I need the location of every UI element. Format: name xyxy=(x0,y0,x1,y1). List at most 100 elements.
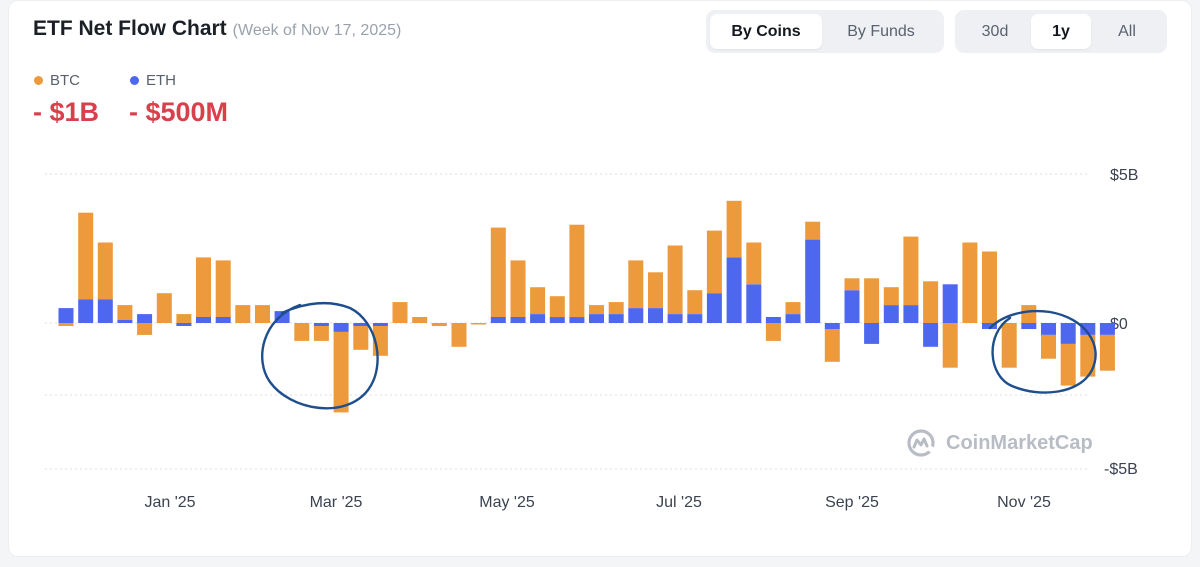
eth-bar xyxy=(117,320,133,323)
legend-btc[interactable]: BTC xyxy=(34,72,80,89)
eth-bar xyxy=(510,317,526,323)
eth-bar xyxy=(1080,323,1096,335)
btc-legend-dot xyxy=(34,76,43,85)
legend-eth[interactable]: ETH xyxy=(130,72,176,89)
eth-bar xyxy=(137,314,153,323)
eth-bar xyxy=(196,317,211,323)
title-row: ETF Net Flow Chart (Week of Nov 17, 2025… xyxy=(33,17,401,41)
chart-subtitle: (Week of Nov 17, 2025) xyxy=(232,22,402,39)
eth-bar xyxy=(490,317,506,323)
btc-bar xyxy=(706,230,722,294)
coinmarketcap-watermark: CoinMarketCap xyxy=(906,427,1093,459)
x-tick-label: Sep '25 xyxy=(825,494,879,511)
chart-title: ETF Net Flow Chart xyxy=(33,17,227,40)
eth-bar xyxy=(58,308,74,323)
by-funds-button[interactable]: By Funds xyxy=(847,22,915,40)
eth-bar xyxy=(353,323,369,326)
x-tick-label: Nov '25 xyxy=(997,494,1051,511)
btc-bar xyxy=(451,323,467,347)
btc-bar xyxy=(353,326,369,350)
eth-bar xyxy=(97,299,113,323)
btc-bar xyxy=(471,323,487,325)
eth-bar xyxy=(274,311,290,323)
watermark-text: CoinMarketCap xyxy=(946,431,1093,454)
btc-bar xyxy=(923,281,939,323)
btc-bar xyxy=(726,200,742,258)
y-tick-label: $5B xyxy=(1110,167,1138,184)
eth-bar xyxy=(746,284,762,323)
range-30d-button[interactable]: 30d xyxy=(981,22,1009,40)
eth-bar xyxy=(824,323,840,329)
eth-bar xyxy=(903,305,919,323)
eth-bar xyxy=(883,305,899,323)
btc-bar xyxy=(667,245,683,314)
btc-bar xyxy=(313,326,329,341)
range-all-button[interactable]: All xyxy=(1118,22,1136,40)
btc-bar xyxy=(785,302,801,314)
y-tick-label: -$5B xyxy=(1104,461,1138,478)
eth-bar xyxy=(805,239,821,323)
btc-bar xyxy=(530,287,546,314)
btc-bar xyxy=(765,323,781,341)
btc-bar xyxy=(883,287,899,306)
btc-bar xyxy=(255,305,270,323)
btc-bar xyxy=(196,257,211,317)
btc-bar xyxy=(510,260,526,317)
btc-bar xyxy=(490,227,506,317)
btc-bar xyxy=(58,323,74,326)
eth-bar xyxy=(982,323,997,329)
eth-total-flow: - $500M xyxy=(129,97,229,127)
btc-bar xyxy=(962,242,978,323)
eth-bar xyxy=(628,308,644,323)
eth-bar xyxy=(1060,323,1076,344)
eth-bar xyxy=(785,314,801,323)
eth-legend-label: ETH xyxy=(146,72,176,89)
btc-bar xyxy=(824,329,840,362)
btc-bar xyxy=(942,323,958,368)
btc-bar xyxy=(215,260,231,317)
btc-bar xyxy=(156,293,172,323)
range-1y-button[interactable]: 1y xyxy=(1031,14,1091,49)
eth-bar xyxy=(1099,323,1115,335)
btc-bar xyxy=(137,323,153,335)
x-tick-label: Mar '25 xyxy=(310,494,363,511)
x-tick-label: Jan '25 xyxy=(144,494,195,511)
annotation-circle-nov xyxy=(988,309,1097,394)
btc-bar xyxy=(746,242,762,285)
eth-bar xyxy=(706,293,722,323)
btc-bar xyxy=(235,305,251,323)
eth-bar xyxy=(667,314,683,323)
eth-bar xyxy=(372,323,388,326)
eth-bar xyxy=(864,323,880,344)
btc-bar xyxy=(117,305,133,320)
annotation-circle-mar xyxy=(261,301,379,410)
btc-bar xyxy=(1060,343,1076,386)
eth-bar xyxy=(1021,323,1037,329)
eth-bar xyxy=(176,323,192,326)
btc-bar xyxy=(687,290,703,314)
eth-bar xyxy=(530,314,546,323)
btc-bar xyxy=(608,302,624,314)
btc-bar xyxy=(903,236,919,306)
eth-legend-dot xyxy=(130,76,139,85)
time-range-toggle: 30d 1y All xyxy=(955,10,1167,53)
eth-bar xyxy=(726,257,742,323)
btc-bar xyxy=(628,260,644,309)
by-coins-button[interactable]: By Coins xyxy=(710,14,822,49)
btc-bar xyxy=(569,224,585,318)
btc-bar xyxy=(1099,334,1115,371)
eth-bar xyxy=(313,323,329,326)
eth-bar xyxy=(942,284,958,323)
eth-bar xyxy=(923,323,939,347)
eth-bar xyxy=(648,308,663,323)
btc-bar xyxy=(1021,305,1037,323)
x-tick-label: May '25 xyxy=(479,494,535,511)
btc-bar xyxy=(589,305,604,314)
eth-bar xyxy=(765,317,781,323)
x-tick-label: Jul '25 xyxy=(656,494,702,511)
btc-bar xyxy=(97,242,113,300)
eth-bar xyxy=(844,290,860,323)
coinmarketcap-logo-icon xyxy=(907,429,935,457)
btc-bar xyxy=(982,251,997,323)
